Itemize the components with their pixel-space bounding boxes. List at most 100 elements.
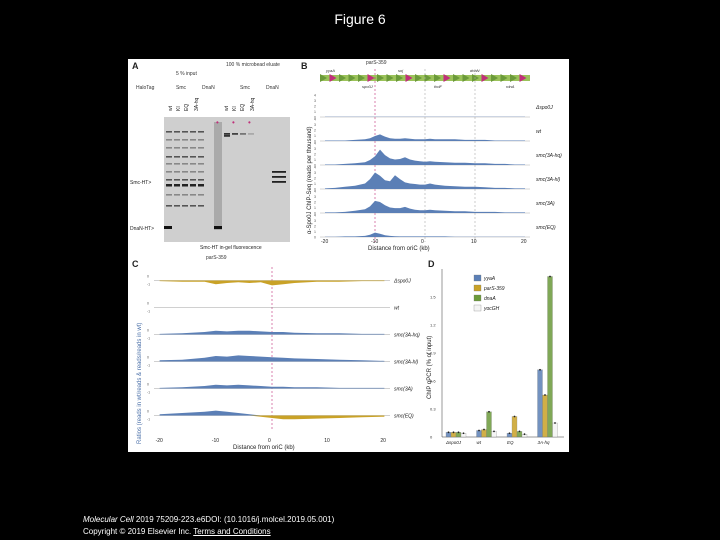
panel-b-xtick: 0 <box>421 239 424 245</box>
panel-a-col-group: Smc <box>240 85 251 91</box>
gel-band <box>174 147 180 149</box>
d-legend-label: yocGH <box>483 306 500 312</box>
gene-label: spo0J <box>362 84 374 89</box>
panel-a-lane-label: wt <box>168 105 174 111</box>
chipseq-area <box>325 149 525 165</box>
panel-a-header-eluate: 100 % microbead eluate <box>226 62 280 68</box>
track-strain-label: wt <box>536 129 542 135</box>
d-legend-swatch <box>473 304 482 312</box>
gel-band <box>174 156 180 158</box>
ratio-area-positive <box>159 355 385 362</box>
gel-band-right <box>272 176 286 178</box>
gel-band <box>182 139 188 141</box>
gel-band <box>166 156 172 158</box>
gel-band <box>166 171 172 173</box>
panel-a-lane-label: wt <box>224 105 230 111</box>
ratio-ytick: -1 <box>147 391 150 395</box>
d-bar-point <box>488 410 490 413</box>
footer-journal: Molecular Cell <box>83 515 134 524</box>
panel-c-xlabel: Distance from oriC (kb) <box>233 445 295 451</box>
gel-band-dnan <box>214 226 222 229</box>
panel-a-col-group: Smc <box>176 85 187 91</box>
track-ytick: 0 <box>314 236 316 240</box>
d-bar <box>476 430 482 438</box>
gel-label-dnan: DnaN-HT> <box>130 226 154 232</box>
gene-arrow <box>481 74 489 82</box>
gene-arrow <box>462 74 470 82</box>
d-bar <box>542 394 548 438</box>
panel-c-letter: C <box>132 259 139 269</box>
d-bar-point <box>447 431 450 434</box>
gene-arrow <box>386 74 394 82</box>
panel-a-lanes: wt KI EQ 3A-hq wt KI EQ 3A-hq <box>168 97 256 111</box>
track-ytick: 0 <box>314 188 316 192</box>
ratio-area-negative <box>159 280 385 286</box>
ratio-strain-label: smc(3A-hl) <box>394 360 419 366</box>
d-ytick: 0 <box>430 435 433 440</box>
track-ytick: 1 <box>314 110 316 114</box>
gene-arrow <box>491 74 498 82</box>
ratio-ytick: 0 <box>147 410 149 414</box>
panel-b-ylabel: α-Spo0J ChIP-Seq (reads per thousand) <box>307 126 313 234</box>
gel-band <box>198 179 204 181</box>
d-bar <box>537 369 543 438</box>
gel-band <box>166 139 172 141</box>
gel-mark: • <box>248 118 251 127</box>
track-ytick: 4 <box>314 190 316 194</box>
d-legend-label: parS-359 <box>483 286 505 292</box>
d-bar-point <box>539 368 541 371</box>
panel-d-letter: D <box>428 259 435 269</box>
gel-band <box>198 139 204 141</box>
terms-link[interactable]: Terms and Conditions <box>193 527 271 536</box>
d-ytick: 1.5 <box>430 295 436 300</box>
panel-b-letter: B <box>301 61 308 71</box>
gene-arrow <box>434 74 441 82</box>
gene-label: rdnA <box>506 84 515 89</box>
gel-band <box>198 163 204 165</box>
gene-arrow <box>453 74 460 82</box>
gene-arrow <box>500 74 508 82</box>
d-category-label: 3A-hq <box>538 440 551 445</box>
gene-arrow <box>358 74 365 82</box>
footer-citation: 2019 75209-223.e6DOI: (10.1016/j.molcel.… <box>133 515 335 524</box>
panel-d-chart: 0 0.3 0.6 0.9 1.2 1.5 Δspo0J wt EQ 3A-hq yyaA parS-… <box>430 269 564 445</box>
track-ytick: 3 <box>314 99 316 103</box>
gel-band <box>198 156 204 158</box>
d-legend-swatch <box>473 284 482 292</box>
ratio-strain-label: wt <box>394 306 400 312</box>
gel-band <box>190 156 196 158</box>
gel-band <box>174 179 180 181</box>
gene-arrow <box>443 74 451 82</box>
gel-band <box>182 179 188 181</box>
gel-band <box>174 171 180 173</box>
d-bar-point <box>452 431 455 434</box>
panel-a-lane-label: EQ <box>184 104 190 111</box>
gene-arrow <box>329 74 337 82</box>
d-bar <box>547 276 553 438</box>
panel-c-top-label: parS-359 <box>206 255 227 261</box>
gel-mark: • <box>216 118 219 127</box>
gel-band <box>198 147 204 149</box>
gel-band <box>190 171 196 173</box>
gene-arrow <box>377 74 384 82</box>
gel-band <box>198 194 204 196</box>
track-strain-label: smc(EQ) <box>536 225 556 231</box>
gel-band <box>174 163 180 165</box>
panel-a-row-label: HaloTag <box>136 85 155 91</box>
chipseq-area <box>325 172 525 189</box>
figure-image: A B C D 5 % input 100 % microbead eluate… <box>128 59 569 452</box>
track-ytick: 3 <box>314 171 316 175</box>
d-bar-point <box>457 431 460 434</box>
track-strain-label: Δspo0J <box>535 105 553 111</box>
gel-band <box>166 147 172 149</box>
ratio-strain-label: smc(EQ) <box>394 414 414 420</box>
ratio-strain-label: smc(3A-hq) <box>394 333 420 339</box>
gene-arrow <box>396 74 403 82</box>
d-legend-label: dnaA <box>484 296 496 302</box>
track-strain-label: smc(3A-hl) <box>536 177 561 183</box>
d-bar-point <box>518 430 521 433</box>
gel-band <box>182 131 188 133</box>
track-ytick: 2 <box>314 105 316 109</box>
d-ytick: 1.2 <box>430 323 436 328</box>
gel-band <box>182 163 188 165</box>
